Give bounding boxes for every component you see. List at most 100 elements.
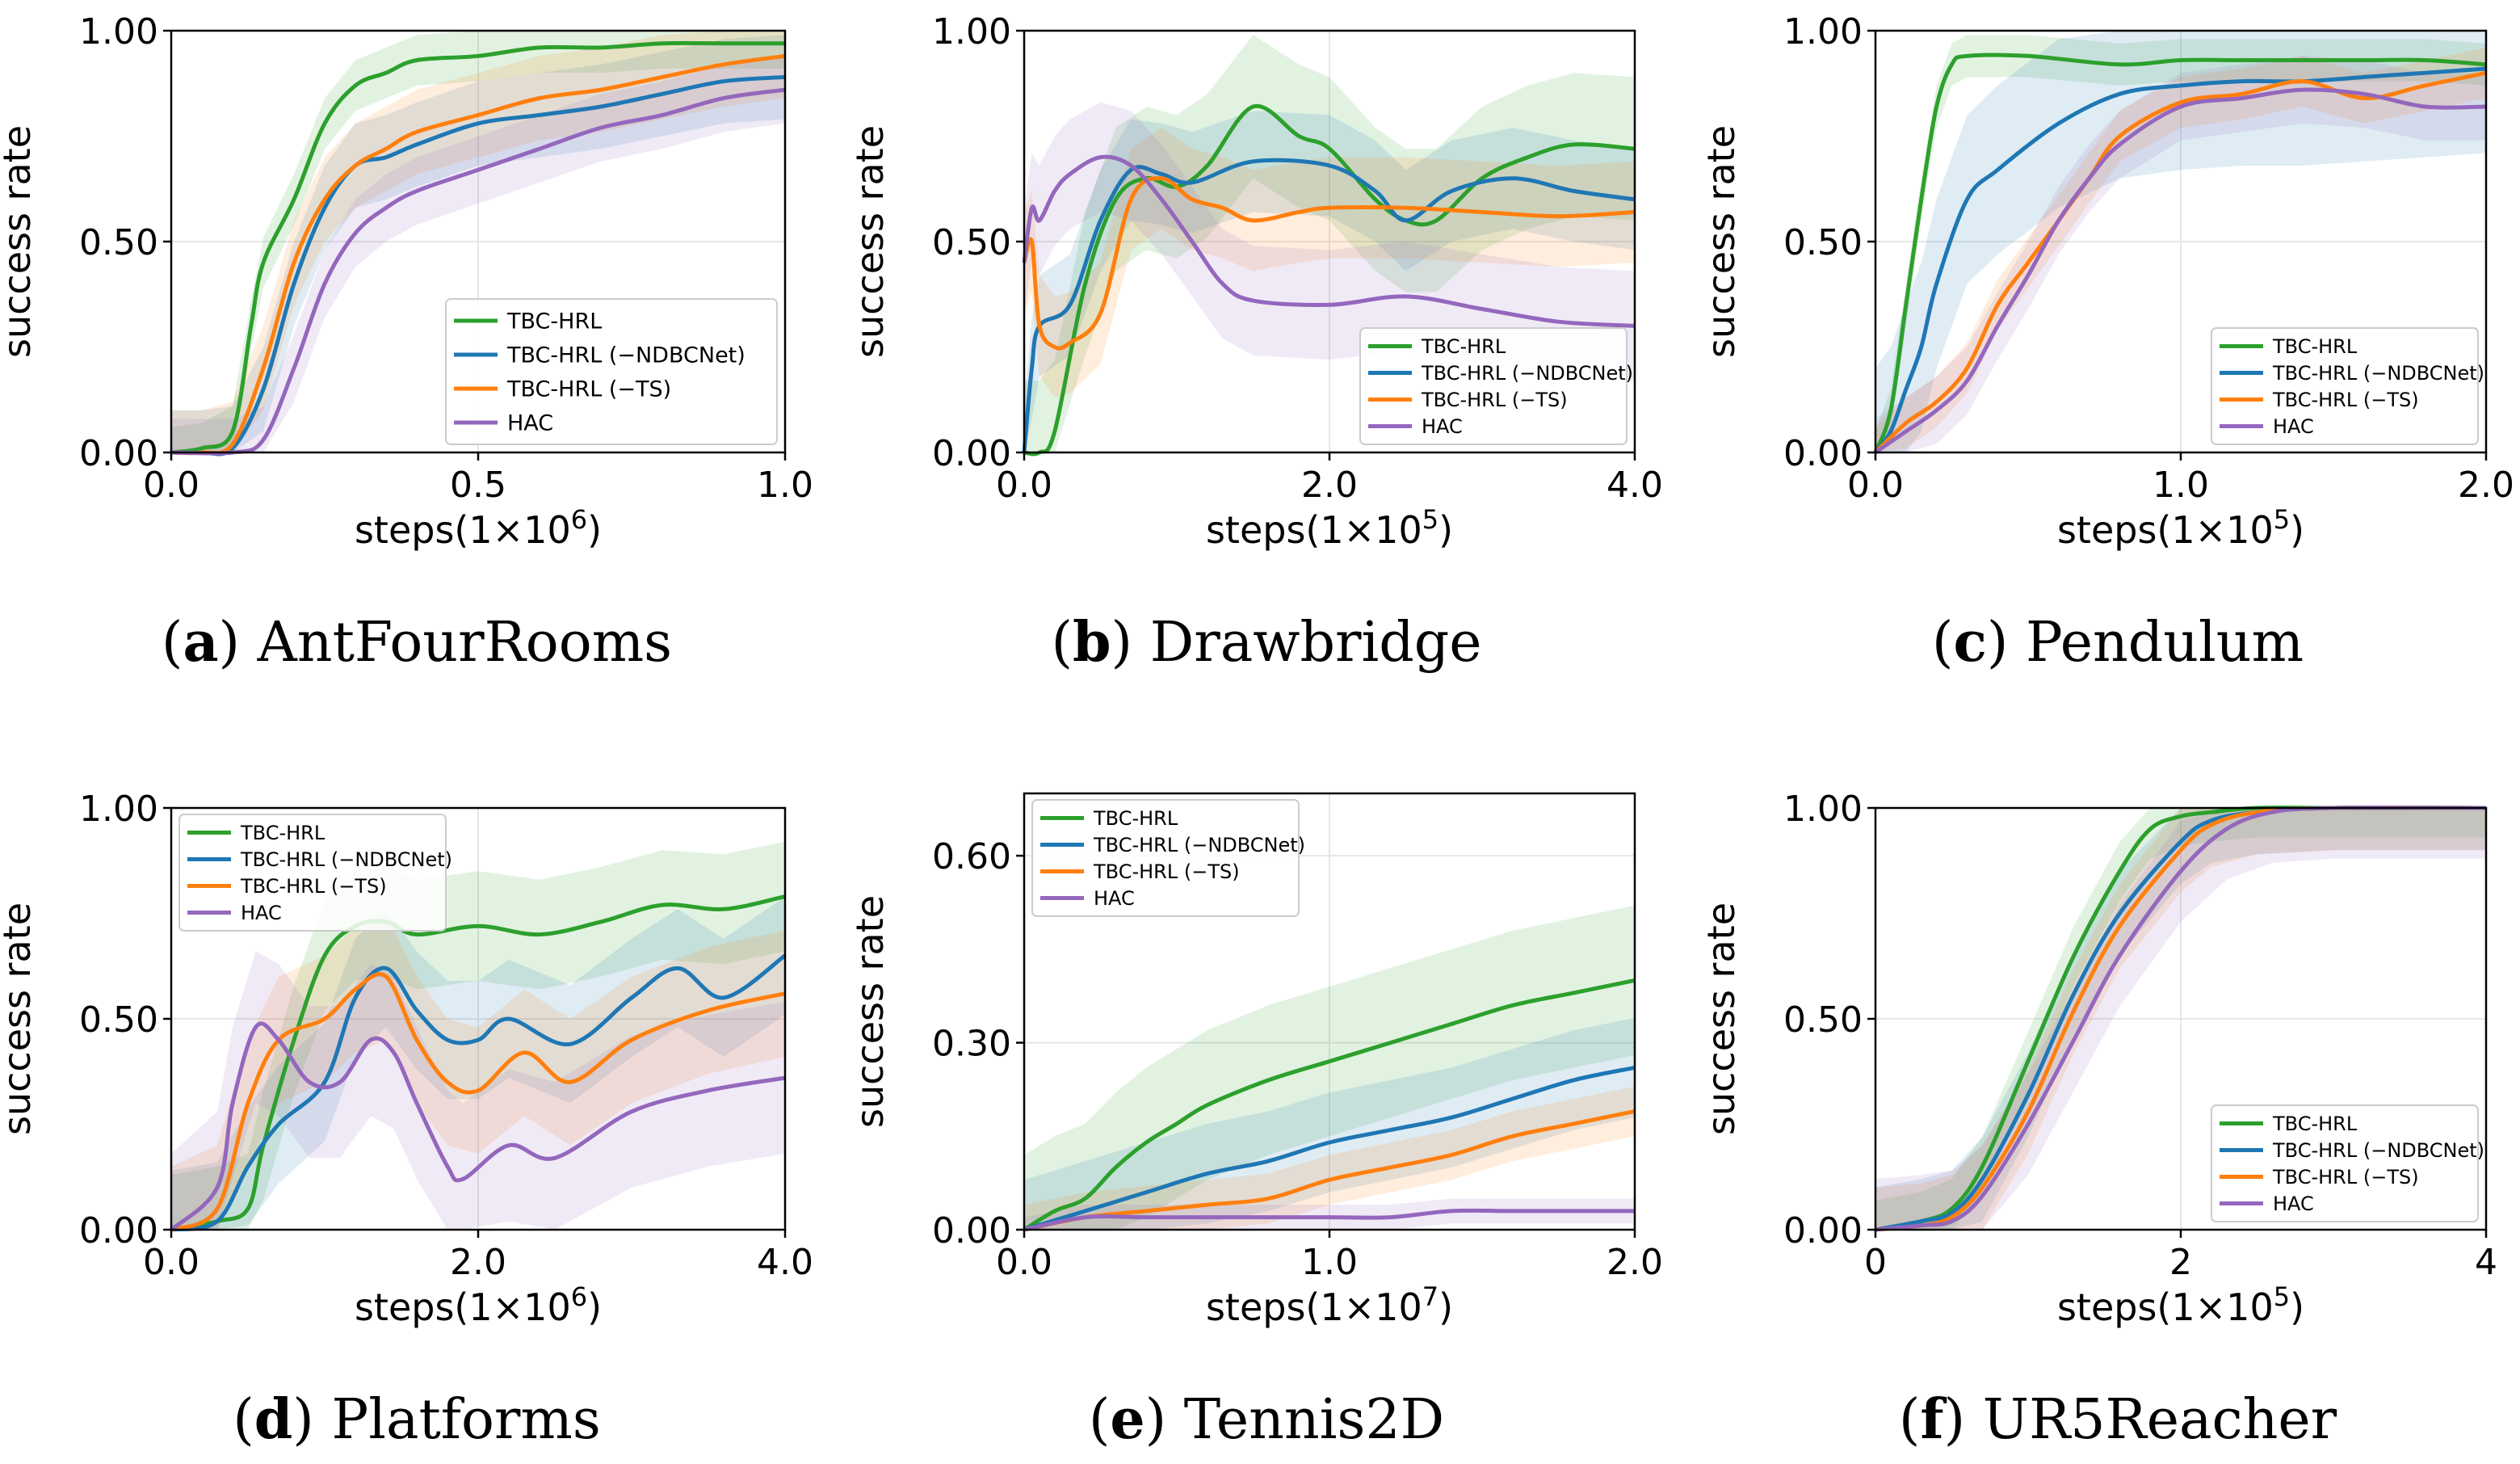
legend-label-ndbc: TBC-HRL (−NDBCNet) (506, 343, 746, 368)
chart-d: 0.0 2.0 4.0 0.00 0.50 1.00 steps(1×106) success… (0, 789, 813, 1329)
x-tick-label: 0.0 (1847, 465, 1904, 506)
x-axis-label: steps(1×106) (355, 504, 602, 552)
legend-label-hac: HAC (241, 902, 282, 924)
y-tick-label: 0.50 (79, 222, 158, 263)
legend-label-tbc: TBC-HRL (2272, 1113, 2358, 1135)
legend: TBC-HRL TBC-HRL (−NDBCNet) TBC-HRL (−TS) HA… (2211, 1104, 2484, 1222)
series-band-ndbc (171, 35, 785, 452)
series-line-hac (1875, 806, 2487, 1232)
legend-label-hac: HAC (2273, 415, 2314, 438)
legend-box (2211, 1104, 2479, 1222)
series-band-tbc (171, 841, 785, 1230)
series-line-tbc (1873, 53, 2487, 453)
x-tick-label: 2 (2169, 1242, 2192, 1283)
x-axis-label: steps(1×105) (1206, 504, 1453, 552)
y-axis-label: success rate (1699, 125, 1743, 358)
x-axis-label: steps(1×106) (355, 1281, 602, 1329)
series-line-ts (1023, 1109, 1636, 1232)
series-band-ts (1024, 1086, 1635, 1230)
legend-label-hac: HAC (1422, 415, 1463, 438)
legend-label-ndbc: TBC-HRL (−NDBCNet) (2272, 362, 2484, 385)
chart-b: 0.0 2.0 4.0 0.00 0.50 1.00 steps(1×105) success… (848, 11, 1663, 552)
legend-label-hac: HAC (507, 411, 553, 436)
x-tick-label: 1.0 (2152, 465, 2209, 506)
x-tick-label: 0.0 (143, 1242, 200, 1283)
y-axis-label: success rate (0, 125, 39, 358)
legend-label-tbc: TBC-HRL (506, 309, 602, 334)
x-tick-label: 2.0 (2458, 465, 2514, 506)
legend-box (445, 298, 778, 445)
x-tick-label: 4.0 (1606, 465, 1663, 506)
x-tick-label: 2.0 (450, 1242, 506, 1283)
series-band-ndbc (1024, 1017, 1635, 1230)
y-tick-label: 0.00 (932, 1210, 1011, 1252)
legend-label-ts: TBC-HRL (−TS) (1093, 860, 1240, 883)
legend: TBC-HRL TBC-HRL (−NDBCNet) TBC-HRL (−TS) HA… (445, 298, 778, 445)
series-line-ndbc (170, 74, 786, 456)
series-band-tbc (1024, 905, 1635, 1230)
y-tick-label: 0.00 (1783, 1210, 1863, 1252)
legend: TBC-HRL TBC-HRL (−NDBCNet) TBC-HRL (−TS) HA… (178, 814, 452, 932)
x-axis-label: steps(1×105) (2057, 1281, 2304, 1329)
x-tick-label: 0.5 (450, 465, 506, 506)
legend-label-ts: TBC-HRL (−TS) (240, 875, 387, 898)
series-line-hac (1023, 1208, 1635, 1232)
y-tick-label: 1.00 (1783, 11, 1863, 53)
series-line-hac (1874, 87, 2487, 455)
legend-box (1359, 327, 1628, 445)
series-band-ndbc (1875, 31, 2486, 452)
legend-box (1031, 799, 1300, 917)
legend-box (2211, 327, 2479, 445)
x-tick-label: 2.0 (1606, 1242, 1663, 1283)
chart-f: 0 2 4 0.00 0.50 1.00 steps(1×105) success rate T… (1699, 789, 2497, 1329)
legend: TBC-HRL TBC-HRL (−NDBCNet) TBC-HRL (−TS) HA… (1359, 327, 1633, 445)
series-line-tbc (1023, 103, 1636, 456)
x-axis-label: steps(1×107) (1206, 1281, 1453, 1329)
legend-label-hac: HAC (2273, 1193, 2314, 1215)
x-tick-label: 4.0 (757, 1242, 813, 1283)
legend-box (178, 814, 447, 932)
y-tick-label: 0.00 (1783, 433, 1863, 474)
caption-e: (e) Tennis2D (1088, 1387, 1445, 1452)
legend: TBC-HRL TBC-HRL (−NDBCNet) TBC-HRL (−TS) HA… (1031, 799, 1305, 917)
y-tick-label: 0.50 (1783, 222, 1863, 263)
legend-label-tbc: TBC-HRL (2272, 335, 2358, 358)
legend-label-ts: TBC-HRL (−TS) (1421, 389, 1568, 411)
legend-label-hac: HAC (1094, 887, 1135, 910)
y-tick-label: 1.00 (79, 789, 158, 830)
x-tick-label: 2.0 (1301, 465, 1358, 506)
series-line-ndbc (170, 953, 787, 1232)
series-band-ndbc (1024, 111, 1635, 452)
x-tick-label: 1.0 (1301, 1242, 1358, 1283)
series-line-tbc (1023, 978, 1636, 1232)
series-line-ts (1022, 176, 1636, 351)
chart-e: 0.0 1.0 2.0 0.00 0.30 0.60 steps(1×107) success… (848, 792, 1663, 1329)
x-tick-label: 0 (1864, 1242, 1887, 1283)
caption-b: (b) Drawbridge (1051, 610, 1482, 675)
legend-label-tbc: TBC-HRL (1421, 335, 1506, 358)
series-line-hac (1022, 154, 1636, 328)
x-tick-label: 0.0 (143, 465, 200, 506)
series-line-hac (170, 87, 786, 456)
x-tick-label: 4 (2475, 1242, 2497, 1283)
caption-a: (a) AntFourRooms (161, 610, 673, 675)
legend-label-ndbc: TBC-HRL (−NDBCNet) (240, 848, 452, 871)
y-tick-label: 0.00 (932, 433, 1011, 474)
y-tick-label: 0.50 (79, 999, 158, 1041)
y-tick-label: 0.60 (932, 836, 1011, 877)
legend-label-ndbc: TBC-HRL (−NDBCNet) (1421, 362, 1633, 385)
caption-d: (d) Platforms (233, 1387, 601, 1452)
x-tick-label: 0.0 (996, 1242, 1052, 1283)
x-tick-label: 0.0 (996, 465, 1052, 506)
y-axis-label: success rate (0, 902, 39, 1135)
series-band-ts (171, 913, 785, 1230)
legend-label-ts: TBC-HRL (−TS) (2272, 389, 2419, 411)
series-line-ts (170, 53, 786, 456)
y-axis-label: success rate (848, 125, 892, 358)
y-tick-label: 1.00 (932, 11, 1011, 53)
y-tick-label: 0.00 (79, 433, 158, 474)
legend-label-tbc: TBC-HRL (240, 822, 326, 844)
y-axis-label: success rate (848, 895, 892, 1128)
legend: TBC-HRL TBC-HRL (−NDBCNet) TBC-HRL (−TS) HA… (2211, 327, 2484, 445)
